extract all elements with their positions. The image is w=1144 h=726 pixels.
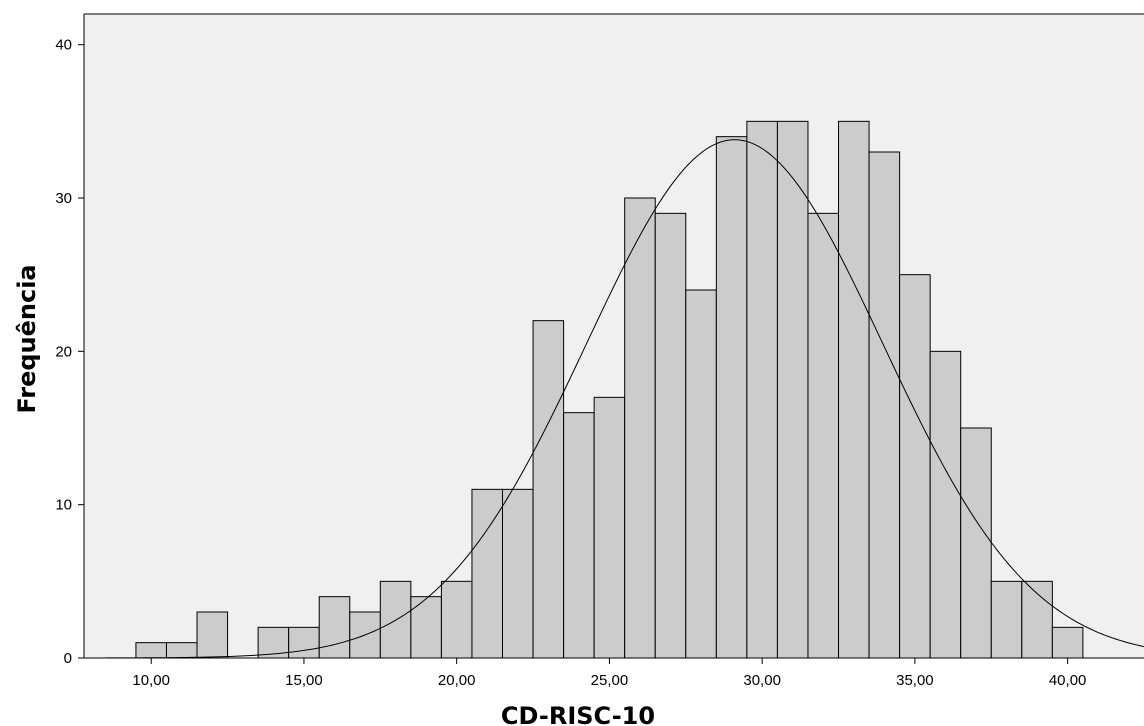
- histogram-bar: [288, 626, 320, 659]
- histogram-bar: [440, 580, 473, 659]
- histogram-bar: [838, 120, 870, 659]
- histogram-bar: [532, 320, 565, 659]
- histogram-bar: [929, 350, 962, 659]
- histogram-bar: [593, 396, 626, 659]
- histogram-bar: [502, 488, 534, 659]
- histogram-bars: [135, 120, 1084, 659]
- histogram-bar: [776, 120, 809, 659]
- x-tick-label: 40,00: [1049, 672, 1087, 689]
- x-tick-label: 25,00: [591, 672, 629, 689]
- histogram-bar: [715, 136, 748, 659]
- histogram-bar: [624, 197, 656, 659]
- y-tick-label: 0: [64, 650, 72, 667]
- y-tick-label: 10: [55, 497, 72, 514]
- y-tick-label: 30: [55, 190, 72, 207]
- histogram-bar: [654, 212, 687, 659]
- histogram-bar: [868, 151, 901, 659]
- histogram-bar: [563, 412, 595, 659]
- y-tick-label: 40: [55, 37, 72, 54]
- x-axis-ticks: 10,00 15,00 20,00 25,00 30,00 35,00 40,00: [132, 658, 1086, 689]
- histogram-bar: [685, 289, 717, 659]
- x-axis-title: CD-RISC-10: [501, 702, 655, 726]
- y-axis-title: Frequência: [13, 264, 41, 413]
- histogram-bar: [746, 120, 778, 659]
- x-tick-label: 10,00: [132, 672, 170, 689]
- histogram-bar: [960, 427, 992, 659]
- y-tick-label: 20: [55, 343, 72, 360]
- histogram-bar: [135, 642, 167, 659]
- x-tick-label: 35,00: [896, 672, 934, 689]
- histogram-bar: [318, 596, 351, 659]
- normal-curve: [83, 139, 1144, 659]
- x-tick-label: 15,00: [285, 672, 323, 689]
- histogram-bar: [196, 611, 229, 659]
- histogram-bar: [410, 596, 442, 659]
- histogram-bar: [165, 642, 198, 659]
- histogram-bar: [1051, 626, 1084, 659]
- histogram-bar: [990, 580, 1023, 659]
- histogram-bar: [899, 274, 931, 659]
- x-tick-label: 30,00: [743, 672, 781, 689]
- y-axis-ticks: 0 10 20 30 40: [55, 37, 84, 667]
- axes: [83, 13, 1144, 659]
- histogram-bar: [471, 488, 504, 659]
- histogram-bar: [807, 212, 840, 659]
- x-tick-label: 20,00: [438, 672, 476, 689]
